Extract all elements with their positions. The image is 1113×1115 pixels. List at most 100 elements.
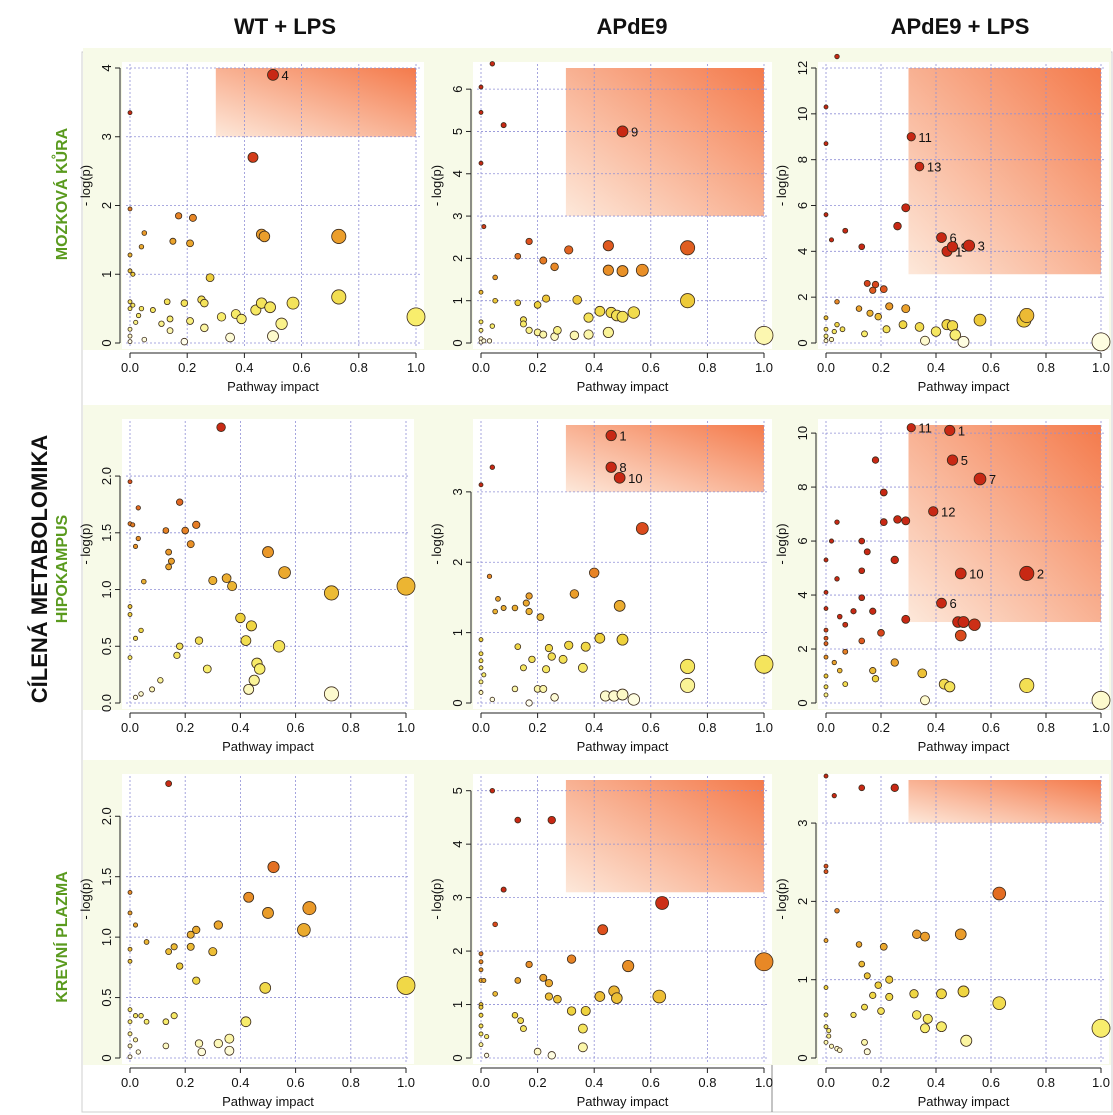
data-point xyxy=(511,604,519,612)
data-point xyxy=(478,160,484,166)
data-point xyxy=(186,540,195,549)
data-point xyxy=(823,589,829,595)
data-point xyxy=(272,640,286,653)
x-tick-label: 0.0 xyxy=(121,360,139,375)
data-point xyxy=(486,338,493,344)
data-point xyxy=(583,329,594,340)
data-point xyxy=(525,592,533,600)
data-point xyxy=(577,1042,588,1053)
data-point xyxy=(533,301,542,309)
y-tick-label: 0 xyxy=(99,1054,114,1061)
panel-p21: 0.0 0.2 0.4 0.6 0.8 1.0 0.0 0.5 1.0 1.5 2.0 Pathway… xyxy=(78,419,416,754)
x-tick-label: 0.8 xyxy=(1037,1075,1055,1090)
data-point xyxy=(127,206,133,212)
data-point xyxy=(954,629,967,642)
data-point xyxy=(132,1037,139,1043)
data-point xyxy=(514,299,522,307)
data-point xyxy=(823,673,829,679)
data-point xyxy=(871,280,880,289)
x-tick-label: 1.0 xyxy=(1092,720,1110,735)
x-tick-label: 0.8 xyxy=(698,360,716,375)
highlight-region xyxy=(565,780,764,893)
data-point xyxy=(165,948,173,956)
data-point xyxy=(602,326,614,338)
y-axis-title: - log(p) xyxy=(774,523,789,564)
x-tick-label: 0.4 xyxy=(585,720,603,735)
data-point xyxy=(613,471,626,484)
point-label: 11 xyxy=(918,421,932,436)
data-point xyxy=(132,1013,139,1019)
data-point xyxy=(680,658,696,674)
y-tick-label: 2 xyxy=(795,898,810,905)
data-point xyxy=(583,312,594,323)
data-point xyxy=(167,557,175,565)
data-point xyxy=(478,110,484,115)
data-point xyxy=(127,655,133,661)
y-tick-label: 2 xyxy=(795,294,810,301)
data-point xyxy=(194,636,204,645)
column-title-2: APdE9 xyxy=(596,14,668,39)
data-point xyxy=(837,613,843,620)
data-point xyxy=(544,992,553,1001)
data-point xyxy=(127,479,133,485)
data-point xyxy=(224,1033,235,1044)
y-tick-label: 1.5 xyxy=(99,524,114,542)
data-point xyxy=(489,464,496,470)
data-point xyxy=(973,472,987,486)
data-point xyxy=(170,1012,178,1020)
data-point xyxy=(655,896,670,910)
data-point xyxy=(542,665,551,674)
data-point xyxy=(901,304,911,314)
data-point xyxy=(566,1006,577,1016)
data-point xyxy=(920,335,930,346)
x-tick-label: 0.4 xyxy=(585,360,603,375)
data-point xyxy=(855,941,863,948)
data-point xyxy=(547,815,556,825)
data-point xyxy=(823,641,829,647)
x-tick-label: 1.0 xyxy=(755,1075,773,1090)
data-point xyxy=(138,305,145,312)
data-point xyxy=(478,319,484,325)
point-label: 13 xyxy=(927,160,941,175)
data-point xyxy=(550,693,559,702)
data-point xyxy=(957,985,970,998)
data-point xyxy=(936,597,947,609)
x-tick-label: 0.6 xyxy=(287,720,305,735)
data-point xyxy=(176,962,184,970)
data-point xyxy=(248,674,260,686)
data-point xyxy=(162,1042,170,1050)
data-point xyxy=(186,930,195,939)
data-point xyxy=(869,286,877,294)
data-point xyxy=(906,423,916,433)
data-point xyxy=(837,1047,843,1053)
x-axis-title: Pathway impact xyxy=(222,739,314,754)
data-point xyxy=(200,298,209,308)
data-point xyxy=(254,663,266,675)
data-point xyxy=(275,317,288,330)
data-point xyxy=(162,527,170,534)
data-point xyxy=(478,651,484,657)
data-point xyxy=(127,946,133,952)
x-tick-label: 0.8 xyxy=(1037,360,1055,375)
data-point xyxy=(162,1018,170,1026)
data-point xyxy=(478,289,484,295)
y-tick-label: 1.0 xyxy=(99,580,114,598)
data-point xyxy=(627,693,640,706)
x-tick-label: 0.2 xyxy=(529,360,547,375)
data-point xyxy=(297,923,311,937)
data-point xyxy=(680,240,696,256)
x-tick-label: 0.0 xyxy=(817,360,835,375)
data-point xyxy=(566,954,577,964)
y-tick-label: 2 xyxy=(99,202,114,209)
plot-background xyxy=(122,419,414,709)
data-point xyxy=(492,608,498,615)
data-point xyxy=(492,297,498,304)
data-point xyxy=(166,315,174,323)
y-tick-label: 0 xyxy=(450,339,465,346)
data-point xyxy=(243,891,255,903)
y-tick-label: 4 xyxy=(795,248,810,255)
data-point xyxy=(489,696,496,703)
y-tick-label: 12 xyxy=(795,61,810,75)
data-point xyxy=(890,555,899,565)
data-point xyxy=(922,1013,933,1024)
